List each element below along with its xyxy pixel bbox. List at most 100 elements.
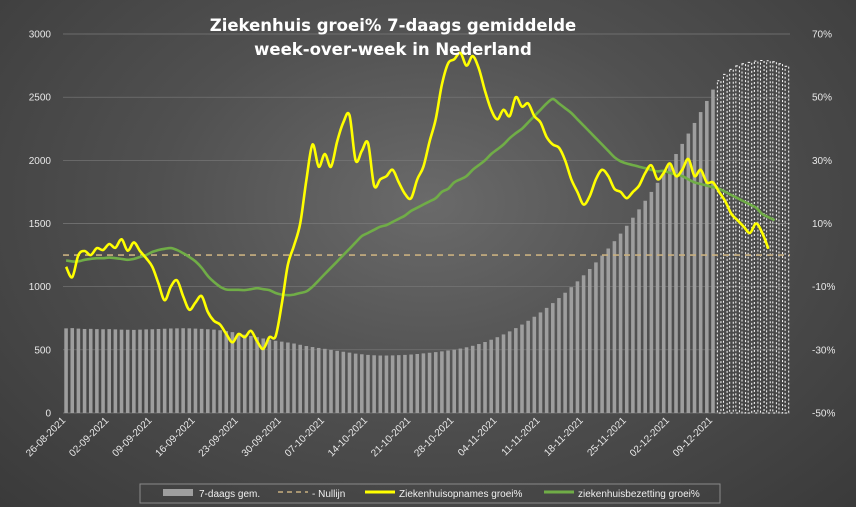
bar-7-daags-gem (372, 355, 376, 413)
bar-7-daags-gem (624, 225, 629, 413)
x-tick-label: 11-11-2021 (500, 415, 543, 458)
bar-7-daags-gem (273, 340, 278, 413)
bar-7-daags-gem (150, 329, 155, 413)
bar-7-daags-gem (637, 209, 641, 413)
bar-7-daags-gem (661, 173, 666, 413)
bar-7-daags-gem (242, 334, 247, 413)
bar-7-daags-gem (557, 298, 561, 413)
bar-7-daags-gem (64, 328, 68, 413)
bar-7-daags-gem (612, 241, 617, 413)
x-tick-label: 14-10-2021 (326, 415, 370, 459)
y-left-tick-label: 0 (45, 409, 51, 420)
bar-7-daags-gem (581, 275, 586, 413)
bar-7-daags-gem (230, 332, 235, 413)
legend-label-bars: 7-daags gem. (199, 489, 260, 500)
x-tick-label: 09-09-2021 (111, 415, 155, 459)
bar-7-daags-gem-projected (766, 60, 771, 414)
legend: 7-daags gem. - Nullijn Ziekenhuisopnames… (139, 483, 721, 504)
bar-7-daags-gem (594, 262, 598, 413)
bar-7-daags-gem (347, 352, 352, 413)
bar-7-daags-gem (501, 334, 506, 413)
bar-7-daags-gem-projected (784, 65, 790, 414)
bar-7-daags-gem (470, 345, 475, 413)
bar-7-daags-gem (526, 320, 530, 413)
bar-7-daags-gem-projected (729, 68, 734, 414)
line-ziekenhuisbezetting-groei (65, 97, 776, 297)
y-left-tick-label: 1000 (29, 282, 52, 293)
y-left-tick-label: 2500 (29, 93, 52, 104)
bar-7-daags-gem (477, 344, 481, 413)
y-left-tick-label: 1500 (29, 219, 52, 230)
y-right-tick-label: -50% (812, 409, 835, 420)
line-ziekenhuisopnames-groei (64, 51, 770, 351)
bar-7-daags-gem (82, 328, 87, 413)
bar-7-daags-gem (323, 348, 327, 413)
bar-7-daags-gem (631, 217, 635, 413)
bar-7-daags-gem (674, 154, 678, 413)
bar-7-daags-gem (440, 351, 444, 413)
bar-7-daags-gem (446, 350, 450, 413)
bar-7-daags-gem (532, 316, 537, 413)
bar-7-daags-gem (113, 329, 118, 413)
bar-7-daags-gem-projected (759, 60, 765, 414)
x-tick-label: 28-10-2021 (412, 415, 456, 459)
bar-7-daags-gem (353, 353, 358, 413)
bar-7-daags-gem (132, 329, 136, 413)
x-tick-label: 21-10-2021 (369, 415, 413, 459)
x-tick-label: 02-12-2021 (628, 415, 672, 459)
bar-7-daags-gem (520, 324, 524, 413)
bar-7-daags-gem (144, 329, 148, 413)
legend-swatch-bars (163, 489, 193, 496)
bar-7-daags-gem (668, 163, 672, 413)
y-right-tick-label: 50% (812, 93, 832, 104)
bar-7-daags-gem (360, 354, 364, 413)
bar-7-daags-gem (125, 329, 130, 413)
bar-7-daags-gem (680, 143, 684, 413)
bar-7-daags-gem (169, 328, 173, 413)
bar-7-daags-gem (218, 330, 222, 413)
bar-7-daags-gem (563, 292, 567, 413)
x-tick-label: 02-09-2021 (67, 415, 111, 459)
x-tick-label: 30-09-2021 (240, 415, 284, 459)
bar-7-daags-gem (119, 329, 124, 413)
bar-7-daags-gem (538, 312, 543, 413)
bar-7-daags-gem (76, 328, 81, 413)
bar-7-daags-gem (507, 331, 512, 413)
bar-7-daags-gem-projected (741, 63, 747, 414)
bar-7-daags-gem (255, 337, 259, 413)
bar-7-daags-gem-projected (778, 63, 784, 414)
bar-7-daags-gem (316, 347, 321, 413)
bar-7-daags-gem (415, 354, 420, 413)
bar-7-daags-gem (495, 337, 500, 413)
bar-7-daags-gem (409, 354, 413, 413)
bar-7-daags-gem (686, 133, 691, 413)
x-tick-label: 26-08-2021 (24, 415, 68, 459)
legend-label-nullijn: - Nullijn (312, 489, 345, 500)
bar-7-daags-gem (162, 328, 167, 413)
bar-7-daags-gem (649, 191, 654, 413)
legend-box (139, 483, 721, 504)
bar-7-daags-gem (643, 200, 648, 413)
bar-7-daags-gem (70, 328, 75, 413)
bar-7-daags-gem-projected (772, 61, 777, 414)
bar-7-daags-gem (390, 355, 395, 413)
bar-7-daags-gem (711, 89, 715, 413)
bar-7-daags-gem (95, 329, 99, 413)
bar-7-daags-gem-projected (753, 60, 759, 414)
bar-7-daags-gem (606, 248, 611, 413)
bar-7-daags-gem (403, 354, 407, 413)
bar-7-daags-gem (304, 346, 309, 413)
y-right-tick-label: -30% (812, 345, 835, 356)
x-tick-label: 25-11-2021 (585, 415, 629, 459)
x-tick-label: 04-11-2021 (456, 415, 500, 459)
bar-7-daags-gem (279, 341, 284, 413)
bar-7-daags-gem (600, 255, 604, 413)
bar-7-daags-gem (692, 122, 697, 414)
y-right-tick-label: 30% (812, 156, 832, 167)
bar-7-daags-gem (483, 342, 487, 413)
bar-7-daags-gem (366, 354, 370, 413)
bar-7-daags-gem (236, 333, 241, 413)
x-axis-ticks: 26-08-2021 02-09-2021 09-09-2021 16-09-2021… (24, 415, 715, 459)
legend-label-admissions: Ziekenhuisopnames groei% (399, 489, 523, 500)
